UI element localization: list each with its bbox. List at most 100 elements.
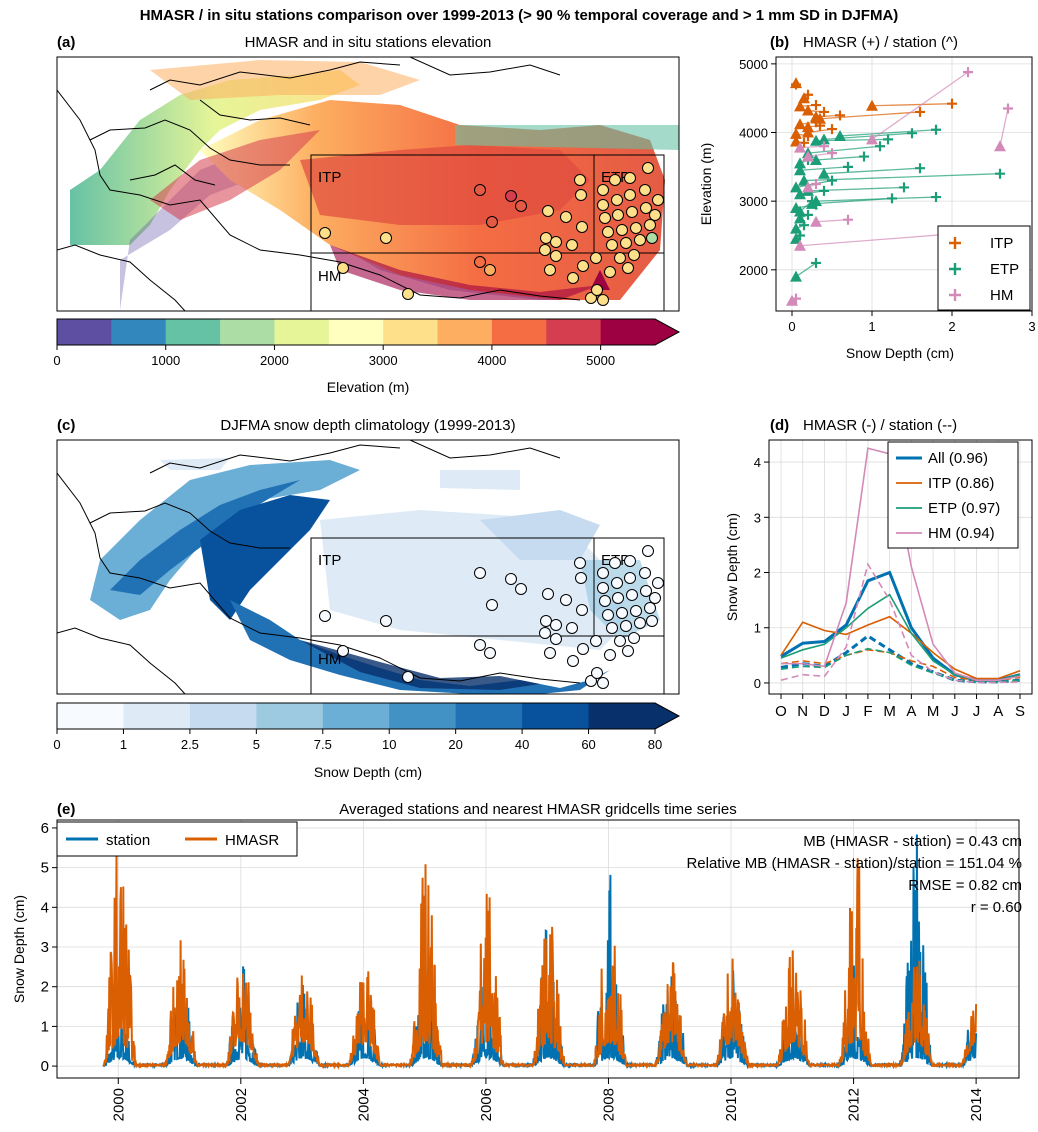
- panel-a-title: HMASR and in situ stations elevation: [245, 34, 492, 51]
- legend-marker: [949, 263, 961, 275]
- station-marker: [566, 239, 578, 251]
- station-marker: [597, 184, 609, 196]
- station-marker: [622, 262, 634, 274]
- time-series-lines: [102, 834, 978, 1071]
- station-marker: [611, 194, 623, 206]
- station-point: [866, 133, 878, 145]
- x-tick-label: M: [927, 703, 940, 720]
- plot-frame: [56, 819, 1020, 1079]
- stat-r: r = 0.60: [971, 899, 1022, 916]
- panel-d-title: HMASR (-) / station (--): [803, 417, 957, 434]
- station-point: [794, 188, 806, 200]
- station-marker: [626, 206, 638, 218]
- station-marker: [575, 572, 587, 584]
- colorbar-swatch: [111, 319, 167, 345]
- station-point: [798, 92, 810, 104]
- station-marker: [380, 615, 392, 627]
- station-marker: [620, 620, 632, 632]
- hmasr-point: [819, 141, 829, 152]
- station-marker: [576, 604, 588, 616]
- station-marker: [622, 645, 634, 657]
- station-marker: [319, 610, 331, 622]
- station-marker: [612, 209, 624, 221]
- x-tick-label: M: [883, 703, 896, 720]
- elevation-colorbar: 0 1000 2000 3000 4000 5000: [53, 318, 681, 368]
- region-label-hm-c: HM: [318, 651, 341, 668]
- station-marker: [337, 645, 349, 657]
- hmasr-point: [995, 168, 1005, 179]
- hmasr-point: [803, 130, 813, 141]
- station-marker: [606, 622, 618, 634]
- station-marker: [474, 567, 486, 579]
- map-frame-a: [56, 56, 680, 312]
- y-tick-label: 5: [41, 860, 49, 877]
- station-marker: [590, 252, 602, 264]
- colorbar-tick-label: 40: [515, 737, 529, 752]
- station-marker: [576, 221, 588, 233]
- legend-label: station: [106, 832, 150, 849]
- colorbar-swatch: [491, 319, 547, 345]
- stations-snow-depth: [319, 545, 664, 689]
- region-label-itp: ITP: [318, 169, 341, 186]
- legend-label: ETP: [990, 261, 1019, 278]
- x-tick-label: D: [819, 703, 830, 720]
- colorbar-swatch: [165, 319, 221, 345]
- legend-b: ITP ETP HM: [937, 225, 1031, 311]
- station-marker: [630, 222, 642, 234]
- station-point: [794, 157, 806, 169]
- station-marker: [616, 224, 628, 236]
- station-marker: [640, 202, 652, 214]
- y-tick-label: 6: [41, 820, 49, 837]
- station-marker: [484, 264, 496, 276]
- colorbar-tick-label: 10: [382, 737, 396, 752]
- station-marker: [628, 632, 640, 644]
- station-marker: [544, 647, 556, 659]
- station-marker: [402, 288, 414, 300]
- scatter-plot-b: 0 1 2 3 2000 3000 4000 5000 ITP ETP HM: [739, 56, 1036, 334]
- station-marker: [649, 592, 661, 604]
- x-tick-label: 2004: [355, 1088, 372, 1121]
- station-marker: [634, 617, 646, 629]
- y-tick-label: 5000: [739, 57, 768, 72]
- station-marker: [597, 582, 609, 594]
- station-marker: [644, 219, 656, 231]
- figure-suptitle: HMASR / in situ stations comparison over…: [140, 7, 899, 24]
- pair-link: [999, 108, 1009, 147]
- pair-link: [799, 166, 849, 171]
- panel-c-title: DJFMA snow depth climatology (1999-2013): [220, 417, 515, 434]
- station-point: [802, 104, 814, 116]
- station-marker: [591, 667, 603, 679]
- station-marker: [560, 211, 572, 223]
- x-tick-label: A: [906, 703, 916, 720]
- colorbar-swatch: [256, 703, 324, 729]
- snow-depth-map: [57, 440, 679, 694]
- legend-d: All (0.96) ITP (0.86) ETP (0.97) HM (0.94): [887, 441, 1019, 549]
- station-point: [994, 140, 1006, 152]
- colorbar-swatch: [588, 703, 679, 729]
- panel-d-ylabel: Snow Depth (cm): [724, 513, 740, 621]
- hmasr-point: [875, 141, 885, 152]
- station-marker: [550, 250, 562, 262]
- legend-label: ITP (0.86): [928, 475, 994, 492]
- station-marker: [604, 649, 616, 661]
- y-tick-label: 3000: [739, 194, 768, 209]
- station-marker: [540, 232, 552, 244]
- station-marker: [597, 199, 609, 211]
- panel-a: (a) HMASR and in situ stations elevation: [53, 34, 681, 395]
- station-marker: [574, 557, 586, 569]
- station-marker: [609, 174, 621, 186]
- station-marker: [591, 284, 603, 296]
- station-marker: [474, 256, 486, 268]
- x-tick-label: 2: [948, 319, 955, 334]
- station-marker: [609, 557, 621, 569]
- x-tick-label: O: [775, 703, 787, 720]
- legend-label: HM (0.94): [928, 525, 995, 542]
- colorbar-swatch: [383, 319, 439, 345]
- colorbar-tick-label: 4000: [477, 353, 506, 368]
- station-marker: [597, 294, 609, 306]
- pair-link: [815, 138, 889, 142]
- station-marker: [597, 567, 609, 579]
- x-tick-label: N: [797, 703, 808, 720]
